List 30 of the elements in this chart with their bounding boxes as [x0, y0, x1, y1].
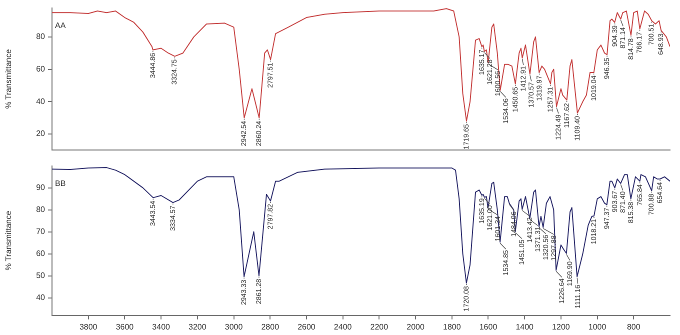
annotation: BB: [55, 179, 66, 188]
y-tick-label: 90: [36, 183, 46, 192]
y-tick-label: 40: [36, 96, 46, 106]
x-tick-label: 2600: [298, 322, 316, 332]
x-tick-label: 2200: [370, 322, 389, 332]
x-tick-label: 1200: [552, 322, 570, 332]
annotation: AA: [55, 21, 66, 30]
y-axis-title: % Transmittance: [4, 210, 14, 270]
x-tick-label: 3000: [224, 322, 244, 332]
x-tick-label: 2800: [261, 322, 280, 332]
y-tick-label: 60: [36, 64, 46, 74]
x-tick-label: 1000: [588, 322, 607, 332]
x-tick-label: 800: [626, 322, 641, 332]
x-tick-label: 3600: [116, 322, 134, 332]
x-tick-label: 1800: [442, 322, 462, 332]
y-tick-label: 80: [36, 32, 46, 42]
x-tick-label: 1400: [516, 322, 534, 332]
y-tick-label: 70: [36, 227, 46, 236]
x-tick-label: 2000: [406, 322, 425, 332]
y-tick-label: 60: [36, 249, 46, 258]
x-tick-label: 1600: [479, 322, 498, 332]
y-tick-label: 40: [36, 293, 46, 302]
x-tick-label: 2400: [334, 322, 352, 332]
y-tick-label: 20: [36, 129, 46, 138]
x-tick-label: 3800: [79, 322, 98, 332]
x-tick-label: 3400: [152, 322, 171, 332]
y-tick-label: 50: [36, 271, 46, 280]
y-tick-label: 80: [36, 205, 46, 214]
x-tick-label: 3200: [188, 322, 207, 332]
y-axis-title: % Transmittance: [4, 48, 14, 109]
